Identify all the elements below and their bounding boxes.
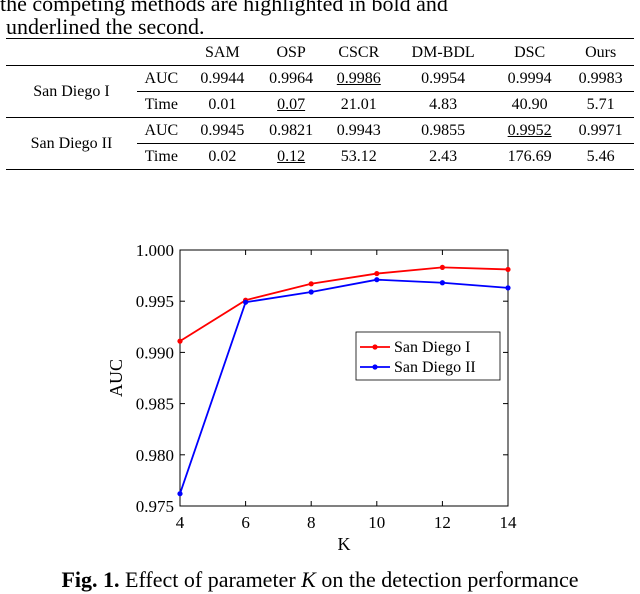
figure-label: Fig. 1. xyxy=(61,567,120,592)
value-cell: 0.02 xyxy=(185,143,259,170)
metric-cell: Time xyxy=(136,143,186,170)
value-cell: 0.9855 xyxy=(394,117,492,144)
dataset-cell: San Diego I xyxy=(33,83,110,100)
table-row: San Diego II AUC 0.9945 0.9821 0.9943 0.9855 0… xyxy=(6,117,634,170)
data-point xyxy=(177,491,183,497)
header-cell xyxy=(136,38,186,66)
value-cell: 21.01 xyxy=(323,91,395,118)
table-row: Time 0.02 0.12 53.12 2.43 176.69 5.46 xyxy=(6,143,634,170)
header-cell: OSP xyxy=(258,38,324,66)
metric-cell: AUC xyxy=(136,117,186,144)
x-tick-label: 12 xyxy=(434,513,451,532)
data-point xyxy=(177,338,183,344)
value-cell: 5.71 xyxy=(567,91,634,118)
y-tick-label: 1.000 xyxy=(136,241,174,260)
data-point xyxy=(505,285,511,291)
value-cell: 0.07 xyxy=(258,91,324,118)
figure-caption-param: K xyxy=(301,567,316,592)
series-line-2 xyxy=(179,278,509,495)
table-row: San Diego I AUC 0.9944 0.9964 0.9986 0.9954 0.… xyxy=(6,66,634,100)
figure-caption: Fig. 1. Effect of parameter K on the det… xyxy=(0,566,640,594)
x-tick-label: 6 xyxy=(241,513,250,532)
value-cell: 0.9944 xyxy=(200,70,245,87)
dataset-cell: San Diego II xyxy=(6,117,137,170)
top-text-line: the competing methods are highlighted in… xyxy=(0,0,448,16)
value-cell: 4.83 xyxy=(394,91,492,118)
auc-vs-k-chart: 0.975 0.980 0.985 0.990 0.995 1.000 4 6 8 10 12 14 K… xyxy=(100,230,540,570)
value-cell: 176.69 xyxy=(491,143,568,170)
y-tick-label: 0.975 xyxy=(136,497,174,516)
header-cell: DM-BDL xyxy=(394,38,492,66)
metric-cell: AUC xyxy=(144,70,179,87)
value-cell: 0.9943 xyxy=(323,117,395,144)
y-axis-label: AUC xyxy=(106,359,126,397)
header-cell xyxy=(6,38,137,66)
figure-caption-text-2: on the detection performance xyxy=(315,567,579,592)
chart-svg: 0.975 0.980 0.985 0.990 0.995 1.000 4 6 8 10 12 14 K… xyxy=(106,241,518,554)
plot-frame xyxy=(179,249,509,507)
value-cell: 0.9945 xyxy=(185,117,259,144)
value-cell: 0.01 xyxy=(185,91,259,118)
data-point xyxy=(439,280,445,286)
data-point xyxy=(439,264,445,271)
x-axis-label: K xyxy=(338,534,351,554)
x-tick-label: 4 xyxy=(176,513,185,532)
value-cell: 53.12 xyxy=(323,143,395,170)
x-tick-label: 10 xyxy=(368,513,385,532)
table-header-row: SAM OSP CSCR DM-BDL DSC Ours xyxy=(6,38,634,66)
value-cell: 0.9952 xyxy=(491,117,568,144)
value-cell: 0.9983 xyxy=(578,70,623,87)
value-cell: 0.12 xyxy=(258,143,324,170)
table-row: Time 0.01 0.07 21.01 4.83 40.90 5.71 xyxy=(6,91,634,118)
data-point xyxy=(308,281,314,287)
table-caption-tail: underlined the second. xyxy=(6,14,205,39)
data-point xyxy=(374,277,380,283)
y-tick-label: 0.995 xyxy=(136,292,174,311)
value-cell: 0.9994 xyxy=(507,70,552,87)
data-point xyxy=(243,299,249,305)
value-cell: 0.9954 xyxy=(421,70,466,87)
value-cell: 0.9986 xyxy=(336,70,381,87)
x-tick-label: 14 xyxy=(500,513,518,532)
results-table: SAM OSP CSCR DM-BDL DSC Ours San Diego I AUC 0.… xyxy=(6,38,634,170)
value-cell: 0.9971 xyxy=(567,117,634,144)
y-tick-label: 0.980 xyxy=(136,446,174,465)
value-cell: 2.43 xyxy=(394,143,492,170)
value-cell: 40.90 xyxy=(491,91,568,118)
x-tick-label: 8 xyxy=(307,513,316,532)
header-cell: DSC xyxy=(491,38,568,66)
metric-cell: Time xyxy=(136,91,186,118)
series-line-1 xyxy=(179,266,509,342)
header-cell: SAM xyxy=(185,38,259,66)
value-cell: 5.46 xyxy=(567,143,634,170)
data-point xyxy=(374,270,380,277)
y-tick-label: 0.985 xyxy=(136,395,174,414)
legend-swatch-marker xyxy=(372,364,378,370)
legend-label: San Diego I xyxy=(394,339,470,356)
legend-label: San Diego II xyxy=(394,359,476,376)
data-point xyxy=(505,266,511,273)
legend-swatch-marker xyxy=(372,344,378,350)
legend-box xyxy=(355,331,501,381)
header-cell: Ours xyxy=(567,38,634,66)
value-cell: 0.9821 xyxy=(258,117,324,144)
value-cell: 0.9964 xyxy=(269,70,314,87)
header-cell: CSCR xyxy=(323,38,395,66)
data-point xyxy=(308,289,314,295)
figure-caption-text-1: Effect of parameter xyxy=(119,567,302,592)
y-tick-label: 0.990 xyxy=(136,343,174,362)
